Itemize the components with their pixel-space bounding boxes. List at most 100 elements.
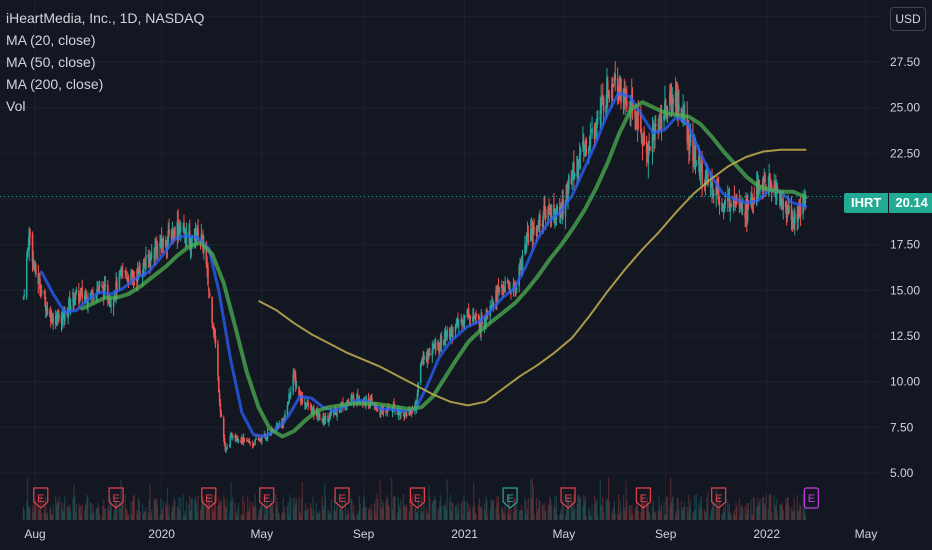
earnings-marker[interactable]: E xyxy=(560,487,576,509)
earnings-marker[interactable]: E xyxy=(409,487,425,509)
candle-body xyxy=(444,333,447,342)
volume-bar xyxy=(414,507,416,520)
candle-body xyxy=(352,397,354,399)
candle-body xyxy=(507,282,510,286)
volume-bar xyxy=(247,495,249,520)
volume-bar xyxy=(686,506,688,520)
candle-body xyxy=(78,294,81,303)
volume-bar xyxy=(341,497,343,520)
volume-bar xyxy=(155,500,157,520)
candle-body xyxy=(469,316,472,319)
candle-body xyxy=(572,163,574,179)
earnings-marker[interactable]: E xyxy=(33,487,49,509)
volume-bar xyxy=(643,501,645,520)
volume-bar xyxy=(687,514,689,520)
candle-body xyxy=(448,328,451,338)
candle-body xyxy=(226,446,228,450)
volume-bar xyxy=(185,501,188,520)
candle-body xyxy=(35,264,37,275)
volume-bar xyxy=(211,494,213,520)
candle-body xyxy=(429,352,431,356)
candle-body xyxy=(798,205,801,217)
volume-bar xyxy=(745,514,747,520)
candle-body xyxy=(328,414,331,421)
candle-body xyxy=(178,225,180,236)
earnings-marker[interactable]: E xyxy=(502,487,518,509)
volume-bar xyxy=(767,509,769,520)
candle-body xyxy=(454,325,457,332)
volume-bar xyxy=(69,510,72,520)
earnings-marker[interactable]: E xyxy=(259,487,275,509)
earnings-marker[interactable]: E xyxy=(711,487,727,509)
candle-body xyxy=(207,267,209,286)
candle-body xyxy=(501,284,503,289)
legend-ma200[interactable]: MA (200, close) xyxy=(6,76,104,92)
volume-bar xyxy=(773,495,775,520)
volume-bar xyxy=(231,500,233,520)
volume-bar xyxy=(248,508,250,520)
volume-bar xyxy=(507,499,510,520)
volume-bar xyxy=(377,498,379,520)
candle-body xyxy=(664,100,667,115)
volume-bar xyxy=(692,512,694,520)
volume-bar xyxy=(194,499,196,520)
earnings-marker[interactable]: E xyxy=(334,487,350,509)
volume-bar xyxy=(287,502,289,520)
candle-body xyxy=(259,439,261,441)
volume-bar xyxy=(242,495,244,520)
volume-bar xyxy=(460,503,462,520)
candle-body xyxy=(640,112,642,133)
volume-bar xyxy=(712,500,714,520)
candle-body xyxy=(44,301,47,311)
earnings-marker[interactable]: E xyxy=(108,487,124,509)
candle-body xyxy=(643,131,645,145)
candle-body xyxy=(284,414,286,421)
volume-bar xyxy=(628,505,630,520)
volume-bar xyxy=(374,500,376,520)
volume-bar xyxy=(435,500,437,520)
volume-bar xyxy=(127,514,129,520)
volume-bar xyxy=(774,503,776,520)
legend-ma50[interactable]: MA (50, close) xyxy=(6,54,96,70)
volume-bar xyxy=(785,503,788,520)
candle-body xyxy=(131,271,134,278)
candle-body xyxy=(248,441,251,443)
candle-body xyxy=(305,404,308,407)
currency-button[interactable]: USD xyxy=(890,7,926,31)
candle-body xyxy=(533,227,535,230)
volume-bar xyxy=(96,508,98,520)
candle-body xyxy=(712,193,714,195)
candle-body xyxy=(25,257,28,298)
candle-body xyxy=(495,289,497,303)
x-tick-label: 2020 xyxy=(148,527,175,541)
volume-bar xyxy=(150,515,152,520)
earnings-badge xyxy=(635,487,651,509)
candle-body xyxy=(724,199,727,204)
volume-bar xyxy=(376,494,378,520)
volume-bar xyxy=(474,512,476,520)
earnings-marker[interactable]: E xyxy=(803,487,819,509)
volume-bar xyxy=(276,507,278,520)
candle-body xyxy=(240,440,242,443)
symbol-title[interactable]: iHeartMedia, Inc., 1D, NASDAQ xyxy=(6,10,205,26)
volume-bar xyxy=(329,514,331,520)
volume-bar xyxy=(55,496,57,520)
candle-body xyxy=(230,434,232,436)
volume-bar xyxy=(625,481,627,520)
legend-ma20[interactable]: MA (20, close) xyxy=(6,32,96,48)
volume-bar xyxy=(381,499,383,520)
volume-bar xyxy=(437,507,439,520)
volume-bar xyxy=(443,504,445,520)
candle-body xyxy=(613,78,616,82)
candle-body xyxy=(177,219,179,234)
volume-bar xyxy=(323,509,325,520)
legend-vol[interactable]: Vol xyxy=(6,98,26,114)
volume-bar xyxy=(113,515,115,520)
candle-body xyxy=(307,401,309,407)
candle-body xyxy=(289,394,291,396)
earnings-marker[interactable]: E xyxy=(635,487,651,509)
volume-bar xyxy=(162,501,164,520)
earnings-marker[interactable]: E xyxy=(201,487,217,509)
